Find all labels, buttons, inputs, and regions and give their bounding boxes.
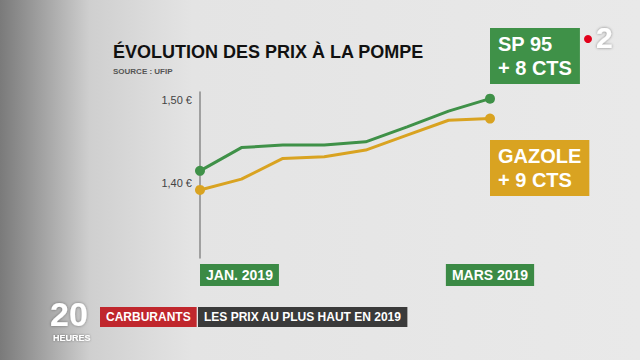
svg-text:CARBURANTS: CARBURANTS xyxy=(106,310,191,324)
svg-text:+ 9 CTS: + 9 CTS xyxy=(498,169,572,191)
svg-text:MARS 2019: MARS 2019 xyxy=(452,267,528,283)
svg-text:2: 2 xyxy=(596,21,613,54)
svg-text:GAZOLE: GAZOLE xyxy=(498,145,581,167)
svg-text:HEURES: HEURES xyxy=(53,333,91,343)
svg-text:SOURCE : UFIP: SOURCE : UFIP xyxy=(113,67,173,76)
svg-text:1,50 €: 1,50 € xyxy=(161,94,192,106)
svg-text:+ 8 CTS: + 8 CTS xyxy=(498,57,572,79)
svg-text:SP 95: SP 95 xyxy=(498,33,552,55)
svg-text:JAN. 2019: JAN. 2019 xyxy=(206,267,273,283)
svg-text:20: 20 xyxy=(50,295,88,333)
svg-text:1,40 €: 1,40 € xyxy=(161,177,192,189)
svg-text:LES PRIX AU PLUS HAUT EN 2019: LES PRIX AU PLUS HAUT EN 2019 xyxy=(204,310,401,324)
svg-text:ÉVOLUTION DES PRIX À LA POMPE: ÉVOLUTION DES PRIX À LA POMPE xyxy=(113,41,423,62)
